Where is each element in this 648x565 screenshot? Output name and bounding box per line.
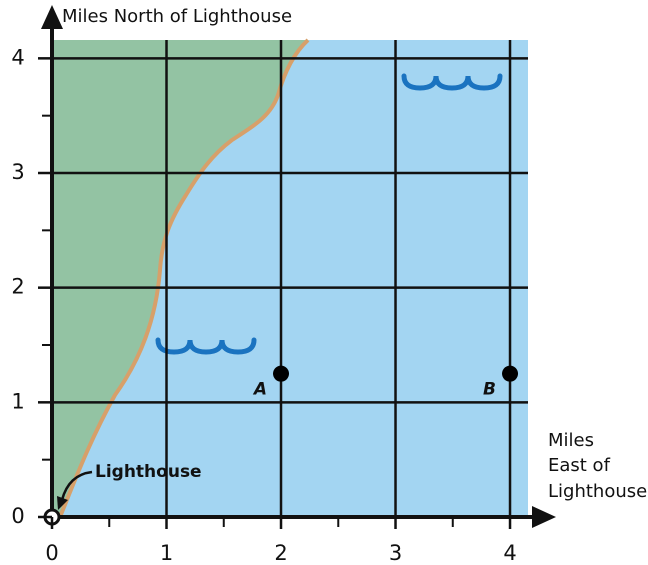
annotation-arrow xyxy=(60,470,93,501)
grid xyxy=(50,40,528,519)
y-tick-label: 1 xyxy=(11,389,24,413)
y-tick-label: 3 xyxy=(11,160,24,184)
x-tick-label: 3 xyxy=(389,541,402,565)
coastline xyxy=(58,38,310,518)
x-arrow xyxy=(532,506,556,528)
x-tick-label: 2 xyxy=(274,541,287,565)
x-label: Lighthouse xyxy=(548,481,647,502)
point-label: A xyxy=(252,380,267,400)
annotation: Lighthouse xyxy=(95,462,202,482)
x-label: Miles xyxy=(548,430,594,451)
point xyxy=(273,365,290,382)
x-tick-label: 4 xyxy=(503,541,516,565)
point xyxy=(502,365,519,382)
wave-icon xyxy=(155,337,257,355)
y-tick-label: 2 xyxy=(11,275,24,299)
y-arrow xyxy=(41,5,63,29)
x-label: East of xyxy=(548,455,611,476)
x-tick-label: 0 xyxy=(45,541,58,565)
wave-icon xyxy=(401,73,503,91)
y-tick-label: 0 xyxy=(11,504,24,528)
y-label: Miles North of Lighthouse xyxy=(62,6,292,27)
y-tick-label: 4 xyxy=(11,45,24,69)
land xyxy=(52,40,308,517)
annotation-arrowhead xyxy=(57,496,68,510)
x-tick-label: 1 xyxy=(160,541,173,565)
point-label: B xyxy=(483,380,496,400)
